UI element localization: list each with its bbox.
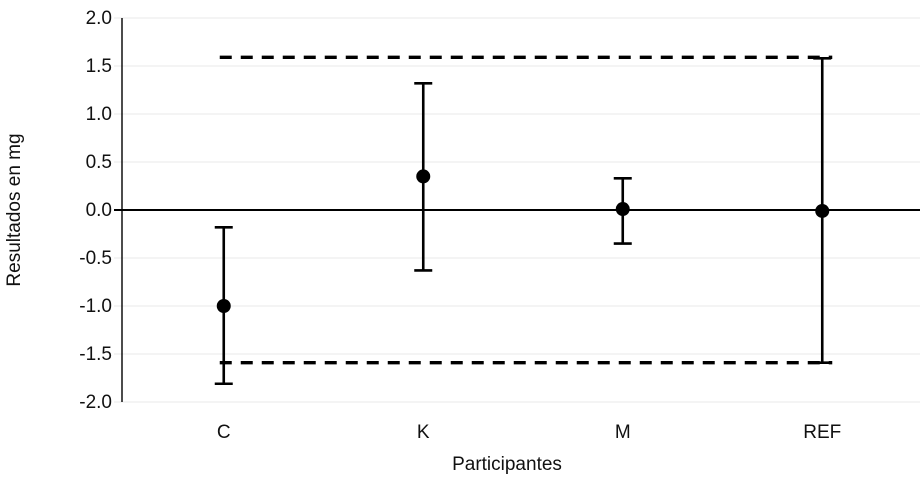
series-layer bbox=[214, 57, 832, 386]
y-tick-label: 1.5 bbox=[86, 56, 112, 77]
x-category-label-M: M bbox=[615, 422, 631, 443]
x-category-label-K: K bbox=[417, 422, 430, 443]
y-tick-label: -2.0 bbox=[79, 392, 112, 413]
gridlines-layer bbox=[114, 17, 920, 403]
y-tick-label: 0.5 bbox=[86, 152, 112, 173]
data-point-REF bbox=[815, 203, 830, 218]
data-point-M bbox=[615, 202, 630, 217]
y-tick-label: 0.0 bbox=[86, 200, 112, 221]
y-tick-label: 1.0 bbox=[86, 104, 112, 125]
y-tick-label: -1.0 bbox=[79, 296, 112, 317]
x-axis-title: Participantes bbox=[452, 454, 562, 475]
limit-lines-layer bbox=[219, 55, 833, 365]
y-tick-label: -1.5 bbox=[79, 344, 112, 365]
y-tick-label: -0.5 bbox=[79, 248, 112, 269]
y-tick-label: 2.0 bbox=[86, 8, 112, 29]
x-category-label-REF: REF bbox=[803, 422, 841, 443]
y-axis-title: Resultados en mg bbox=[4, 133, 25, 286]
x-category-label-C: C bbox=[217, 422, 231, 443]
tick-labels-layer: 2.0 1.5 1.0 0.5 0.0 -0.5 -1.0 -1.5 -2.0 C K M REF bbox=[79, 8, 841, 443]
data-point-C bbox=[216, 299, 231, 313]
data-point-K bbox=[416, 169, 431, 184]
